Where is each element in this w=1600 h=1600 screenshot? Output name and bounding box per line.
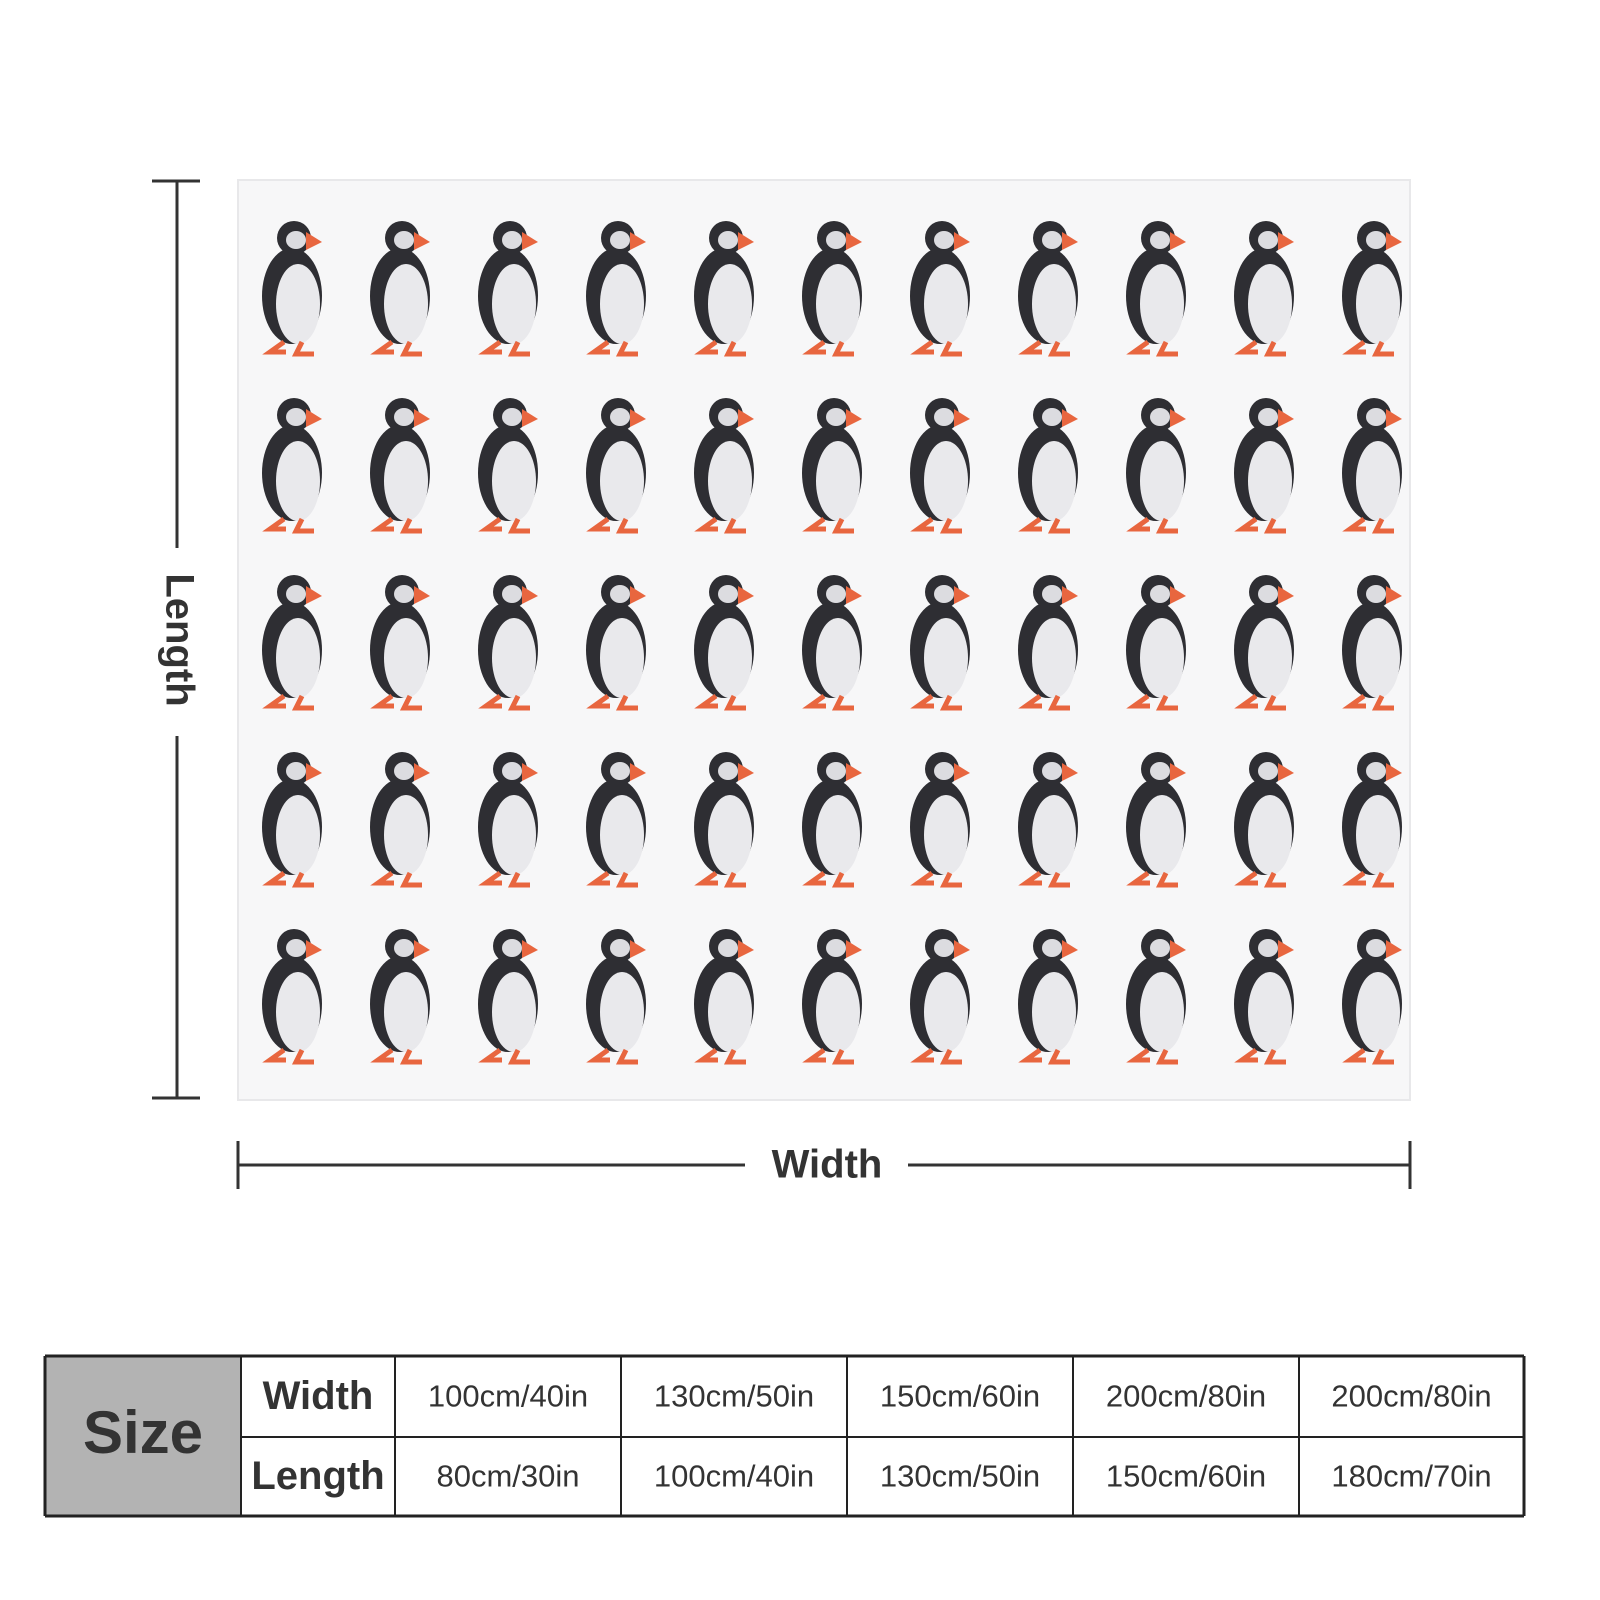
size-cell: 200cm/80in bbox=[1331, 1379, 1491, 1414]
width-label: Width bbox=[772, 1143, 883, 1187]
size-cell: 200cm/80in bbox=[1106, 1379, 1266, 1414]
row-label: Length bbox=[251, 1454, 384, 1498]
length-dimension bbox=[152, 179, 200, 1100]
length-label: Length bbox=[157, 573, 201, 706]
size-cell: 130cm/50in bbox=[880, 1459, 1040, 1494]
size-cell: 100cm/40in bbox=[654, 1459, 814, 1494]
size-cell: 130cm/50in bbox=[654, 1379, 814, 1414]
blanket bbox=[237, 179, 1411, 1101]
size-header: Size bbox=[83, 1399, 203, 1466]
size-cell: 150cm/60in bbox=[880, 1379, 1040, 1414]
size-table: Size Width 100cm/40in 130cm/50in 150cm/60in… bbox=[43, 1354, 1526, 1518]
size-cell: 180cm/70in bbox=[1331, 1459, 1491, 1494]
size-cell: 100cm/40in bbox=[428, 1379, 588, 1414]
size-cell: 80cm/30in bbox=[436, 1459, 579, 1494]
row-label: Width bbox=[263, 1374, 374, 1418]
width-dimension bbox=[236, 1141, 1412, 1189]
size-cell: 150cm/60in bbox=[1106, 1459, 1266, 1494]
size-header-cell bbox=[45, 1356, 241, 1516]
